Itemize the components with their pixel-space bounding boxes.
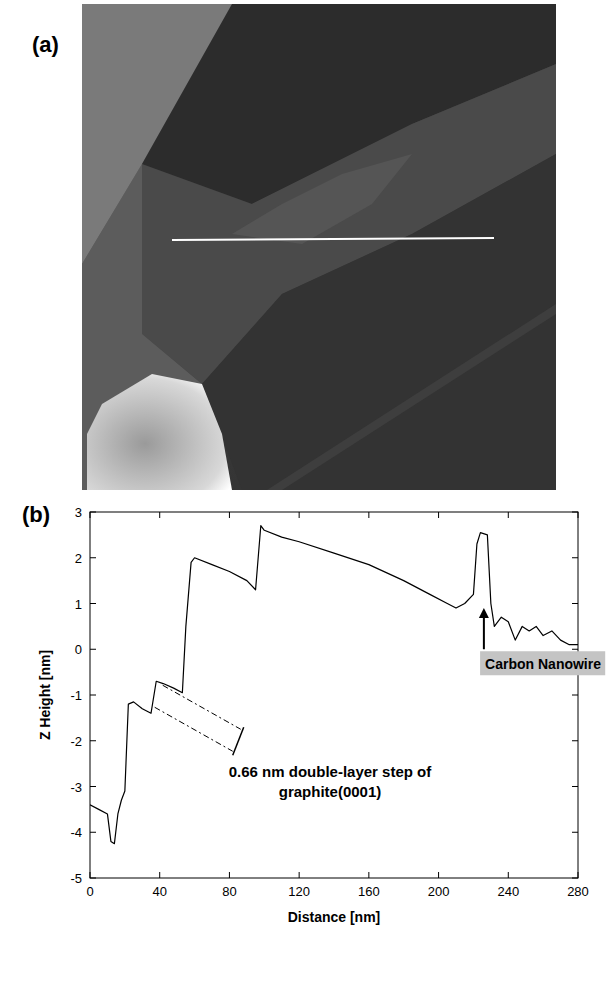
y-tick-label: 3 <box>75 505 82 520</box>
annotation-label: 0.66 nm double-layer step of graphite(000… <box>229 763 433 800</box>
y-tick-right <box>572 603 578 604</box>
x-tick <box>578 872 579 878</box>
y-tick <box>90 878 96 879</box>
x-tick-top <box>299 512 300 518</box>
annotation-arrowhead <box>479 608 489 618</box>
y-tick <box>90 695 96 696</box>
y-tick-right <box>572 649 578 650</box>
annotation-bracket-end <box>233 727 244 755</box>
annotation-line: 0.66 nm double-layer step of <box>229 763 433 780</box>
profile-line <box>90 526 578 844</box>
y-tick <box>90 512 96 513</box>
y-tick <box>90 557 96 558</box>
x-tick-label: 80 <box>222 884 236 899</box>
y-tick-right <box>572 878 578 879</box>
x-tick-label: 160 <box>358 884 380 899</box>
x-tick-top <box>229 512 230 518</box>
y-tick-right <box>572 557 578 558</box>
y-tick-label: -2 <box>70 734 82 749</box>
y-tick-right <box>572 832 578 833</box>
y-tick-label: -1 <box>70 688 82 703</box>
x-tick-top <box>578 512 579 518</box>
x-tick-top <box>90 512 91 518</box>
axes: 0 40 80 120 160 200 240 280 -5 -4 -3 -2 -1 0 1 2 3 <box>70 505 588 899</box>
stm-image <box>82 4 556 490</box>
y-tick-label: -5 <box>70 871 82 886</box>
x-axis-title: Distance [nm] <box>288 909 381 925</box>
y-tick <box>90 832 96 833</box>
x-tick-label: 200 <box>428 884 450 899</box>
x-tick <box>438 872 439 878</box>
panel-label: (b) <box>22 502 50 527</box>
x-tick <box>299 872 300 878</box>
annotation-arrow <box>483 616 485 649</box>
y-tick-label: -3 <box>70 780 82 795</box>
bright-cluster <box>87 374 232 490</box>
y-tick-right <box>572 786 578 787</box>
y-tick-label: 0 <box>75 642 82 657</box>
panel-label: (a) <box>32 32 59 57</box>
x-tick <box>229 872 230 878</box>
y-tick <box>90 603 96 604</box>
y-tick-label: 1 <box>75 597 82 612</box>
x-tick-top <box>159 512 160 518</box>
x-tick-top <box>368 512 369 518</box>
annotation-label: Carbon Nanowire <box>485 656 601 672</box>
annotation-box <box>480 651 605 675</box>
nanowire-trace <box>267 304 556 490</box>
annotation-line: graphite(0001) <box>279 783 382 800</box>
x-tick-top <box>438 512 439 518</box>
x-tick-label: 280 <box>567 884 589 899</box>
plot-frame <box>90 512 578 878</box>
y-axis-title: Z Height [nm] <box>37 650 53 740</box>
x-tick-label: 240 <box>497 884 519 899</box>
y-tick-label: 2 <box>75 551 82 566</box>
y-tick <box>90 740 96 741</box>
annotations: Carbon Nanowire 0.66 nm double-layer step… <box>155 608 605 800</box>
annotation-bracket <box>163 685 241 729</box>
x-tick <box>508 872 509 878</box>
x-tick <box>159 872 160 878</box>
x-tick-label: 120 <box>288 884 310 899</box>
plot-area <box>90 526 578 844</box>
y-tick-right <box>572 695 578 696</box>
profile-line <box>172 238 494 240</box>
image-background <box>82 4 556 490</box>
x-tick-label: 40 <box>152 884 166 899</box>
y-tick <box>90 649 96 650</box>
y-tick-right <box>572 740 578 741</box>
x-tick-top <box>508 512 509 518</box>
triangle-island <box>232 154 412 244</box>
figure: (a) (b) 0 40 80 120 160 200 240 280 -5 -4 -3 -2 -1 0 1 2 3… <box>0 0 613 985</box>
y-tick <box>90 786 96 787</box>
x-tick <box>90 872 91 878</box>
annotation-bracket <box>155 707 233 751</box>
y-tick-right <box>572 512 578 513</box>
x-tick-label: 0 <box>86 884 93 899</box>
y-tick-label: -4 <box>70 825 82 840</box>
x-tick <box>368 872 369 878</box>
terrace <box>202 154 556 490</box>
